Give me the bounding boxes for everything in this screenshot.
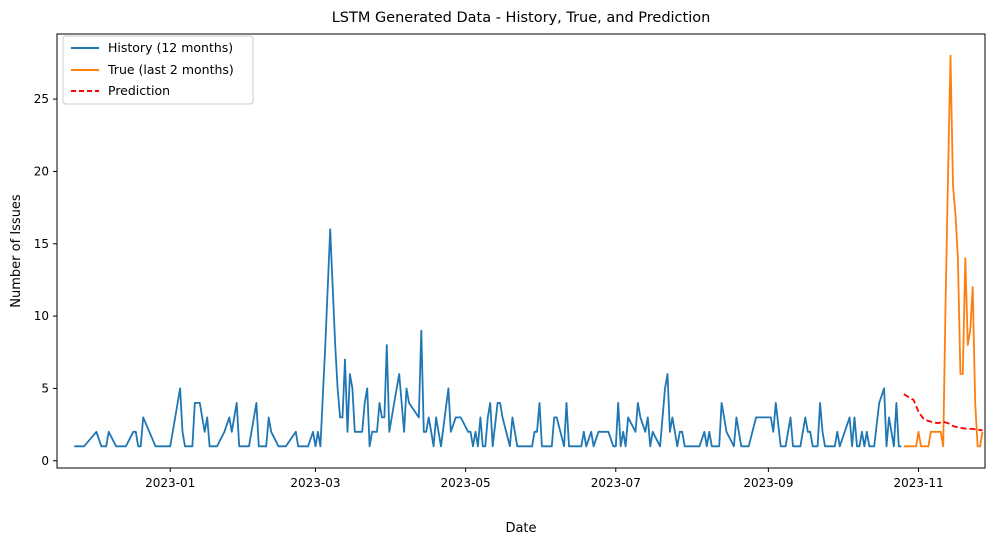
y-tick-label: 20	[34, 164, 49, 178]
plot-frame	[56, 33, 986, 469]
x-tick-label: 2023-05	[441, 476, 491, 490]
y-tick-label: 5	[41, 381, 49, 395]
series-layer	[74, 54, 984, 448]
legend: History (12 months) True (last 2 months)…	[62, 35, 254, 105]
x-tick-label: 2023-03	[290, 476, 340, 490]
legend-label-true: True (last 2 months)	[107, 62, 234, 77]
series-line-1	[903, 54, 984, 448]
x-tick-label: 2023-07	[591, 476, 641, 490]
legend-label-history: History (12 months)	[108, 40, 233, 55]
chart-title: LSTM Generated Data - History, True, and…	[332, 10, 711, 26]
legend-label-prediction: Prediction	[108, 83, 170, 98]
y-tick-label: 10	[34, 309, 49, 323]
series-line-2	[903, 393, 983, 432]
legend-box	[62, 35, 254, 105]
series-line-0	[74, 228, 902, 448]
y-tick-label: 15	[34, 237, 49, 251]
x-tick-label: 2023-01	[145, 476, 195, 490]
y-tick-label: 0	[41, 454, 49, 468]
plot-area	[57, 34, 985, 468]
x-tick-label: 2023-11	[893, 476, 943, 490]
y-tick-label: 25	[34, 92, 49, 106]
x-axis: 2023-01 2023-03 2023-05 2023-07 2023-09 2023-…	[145, 468, 944, 490]
y-axis: 0 5 10 15 20 25	[34, 92, 57, 468]
y-axis-label: Number of Issues	[9, 194, 24, 308]
x-axis-label: Date	[505, 521, 536, 536]
x-tick-label: 2023-09	[743, 476, 793, 490]
